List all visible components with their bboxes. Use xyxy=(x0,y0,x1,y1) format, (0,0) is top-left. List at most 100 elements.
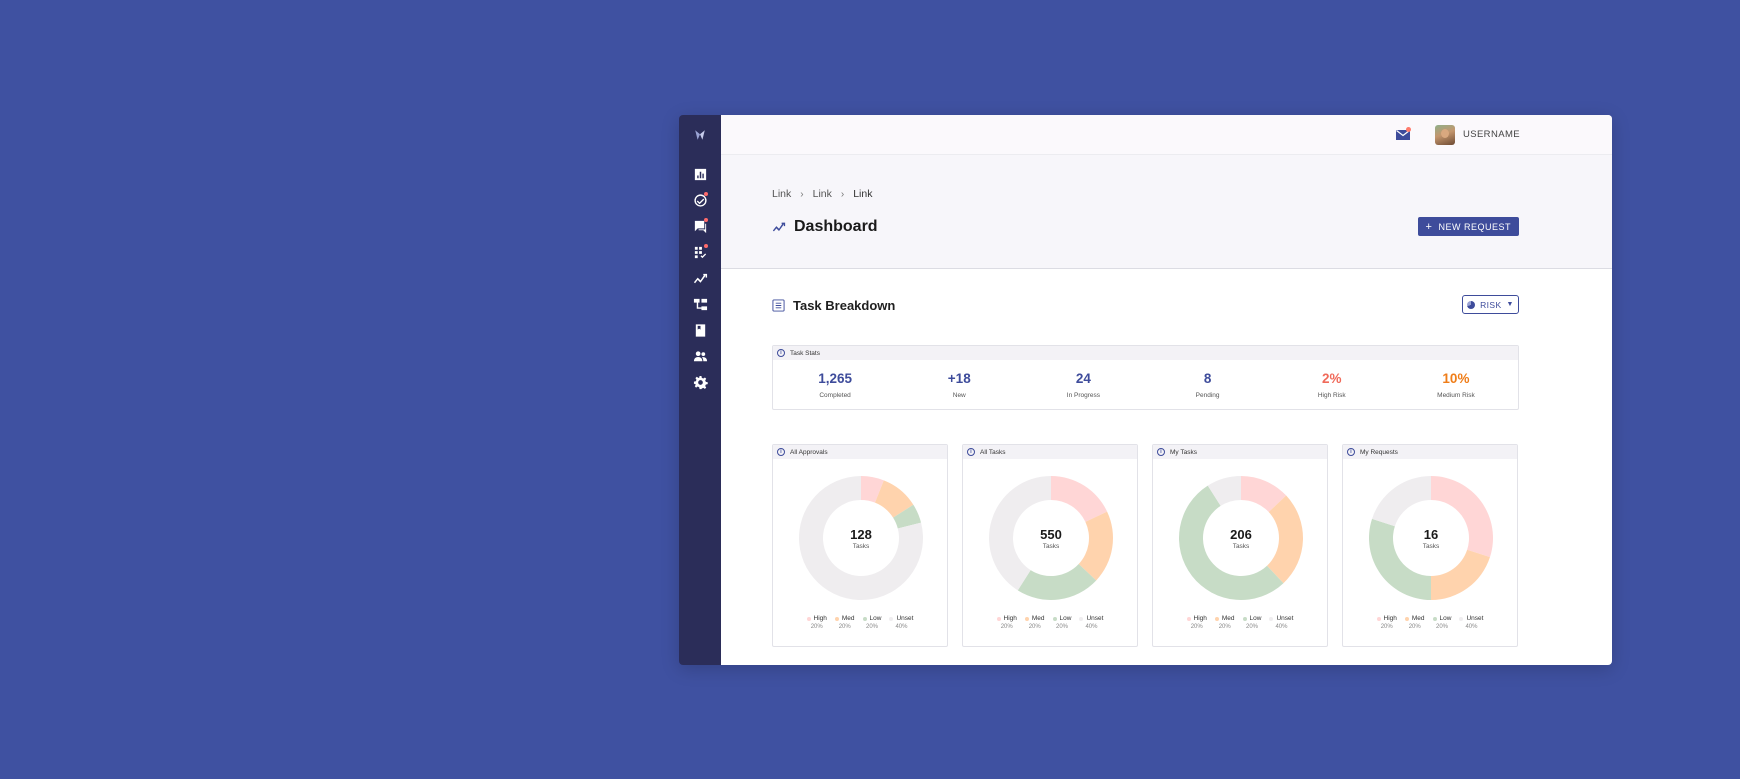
donut-slice-med[interactable] xyxy=(1078,511,1113,581)
info-icon[interactable]: i xyxy=(967,448,975,456)
legend-item: Low 20% xyxy=(862,615,881,630)
trend-icon xyxy=(693,273,707,283)
legend-percent: 20% xyxy=(1056,624,1069,630)
donut-card: i My Requests 16 Tasks High 20% Med 20% Low 20% Un… xyxy=(1342,444,1518,647)
legend-percent: 20% xyxy=(1028,624,1041,630)
logo-icon[interactable] xyxy=(690,125,710,145)
donut-slice-med[interactable] xyxy=(874,480,914,518)
legend-label: Med xyxy=(841,615,855,622)
stats-row: 1,265 Completed +18 New 24 In Progress 8 Pendin… xyxy=(773,360,1518,410)
sidebar-item-library[interactable] xyxy=(687,317,713,343)
breadcrumb-link-1[interactable]: Link xyxy=(772,188,792,200)
new-request-button[interactable]: + NEW REQUEST xyxy=(1417,217,1519,236)
username[interactable]: USERNAME xyxy=(1462,129,1520,140)
legend-item: Unset 40% xyxy=(889,615,913,630)
legend-dot xyxy=(996,616,1001,621)
donut-chart xyxy=(1369,476,1493,600)
sidebar xyxy=(679,115,721,665)
donut-slice-low[interactable] xyxy=(893,504,922,529)
stat-label: Medium Risk xyxy=(1437,392,1475,399)
info-icon[interactable]: i xyxy=(777,448,785,456)
sidebar-item-messages[interactable] xyxy=(687,213,713,239)
donut-center: 16 Tasks xyxy=(1368,475,1494,601)
donut-slice-high[interactable] xyxy=(1431,476,1493,558)
donut-card: i My Tasks 206 Tasks High 20% Med 20% Low 20% Unse… xyxy=(1152,444,1328,647)
legend-item: Unset 40% xyxy=(1459,615,1483,630)
sidebar-item-workflow[interactable] xyxy=(687,291,713,317)
legend-label: Unset xyxy=(896,615,914,622)
sidebar-item-settings[interactable] xyxy=(687,369,713,395)
donut-slice-low[interactable] xyxy=(1017,564,1097,600)
task-stats-card: i Task Stats 1,265 Completed +18 New 24 In Pr… xyxy=(772,345,1519,410)
avatar[interactable] xyxy=(1434,124,1455,145)
donut-slice-low[interactable] xyxy=(1369,518,1431,600)
donut-slice-high[interactable] xyxy=(1241,476,1287,512)
legend: High 20% Med 20% Low 20% Unset 40% xyxy=(1153,615,1327,630)
donut-slice-low[interactable] xyxy=(1179,485,1284,600)
stat-item: 2% High Risk xyxy=(1270,371,1394,399)
chat-icon xyxy=(694,220,706,233)
stat-value: 2% xyxy=(1322,371,1342,386)
legend-label: Med xyxy=(1411,615,1425,622)
breadcrumb-link-2[interactable]: Link xyxy=(812,188,832,200)
donut-chart xyxy=(989,476,1113,600)
content-area: Task Breakdown RISK ▼ i Task Stats 1,265… xyxy=(721,269,1612,665)
section-header: Task Breakdown xyxy=(772,298,895,313)
stat-item: 10% Medium Risk xyxy=(1394,371,1518,399)
donut-slice-unset[interactable] xyxy=(1207,476,1241,506)
legend-label: Med xyxy=(1221,615,1235,622)
legend-item: Unset 40% xyxy=(1079,615,1103,630)
donut-slice-unset[interactable] xyxy=(799,476,923,600)
stat-value: 24 xyxy=(1075,371,1091,386)
info-icon[interactable]: i xyxy=(1347,448,1355,456)
legend-item: High 20% xyxy=(996,615,1017,630)
legend-label: Low xyxy=(1249,615,1262,622)
donut-slice-high[interactable] xyxy=(861,476,884,503)
caret-down-icon: ▼ xyxy=(1506,301,1514,308)
legend-percent: 20% xyxy=(1408,624,1421,630)
donut-total: 16 xyxy=(1423,526,1439,542)
bar-chart-icon xyxy=(694,168,706,180)
info-icon[interactable]: i xyxy=(1157,448,1165,456)
stat-value: +18 xyxy=(947,371,971,386)
legend-dot xyxy=(1404,616,1409,621)
donut-slice-unset[interactable] xyxy=(989,476,1051,591)
info-icon[interactable]: i xyxy=(777,349,785,357)
stat-item: 24 In Progress xyxy=(1021,371,1145,399)
legend-dot xyxy=(1079,616,1084,621)
legend-label: High xyxy=(813,615,827,622)
people-icon xyxy=(693,350,707,361)
donut-slice-med[interactable] xyxy=(1267,495,1303,584)
sidebar-item-reports[interactable] xyxy=(687,161,713,187)
legend-percent: 20% xyxy=(1436,624,1449,630)
donut-slice-unset[interactable] xyxy=(1372,476,1431,527)
legend-item: Med 20% xyxy=(1214,615,1235,630)
sidebar-item-users[interactable] xyxy=(687,343,713,369)
risk-filter-label: RISK xyxy=(1480,299,1502,310)
breadcrumb-current[interactable]: Link xyxy=(853,188,873,200)
donut-slice-med[interactable] xyxy=(1431,549,1490,600)
legend-item: Low 20% xyxy=(1242,615,1262,630)
mail-button[interactable] xyxy=(1395,126,1411,143)
risk-filter-dropdown[interactable]: RISK ▼ xyxy=(1462,295,1519,314)
card-title: My Tasks xyxy=(1170,448,1197,456)
legend-item: Unset 40% xyxy=(1269,615,1293,630)
legend-percent: 20% xyxy=(810,624,823,630)
stat-label: New xyxy=(952,392,966,399)
sidebar-item-approvals[interactable] xyxy=(687,187,713,213)
legend-percent: 20% xyxy=(1190,624,1203,630)
card-header: i All Approvals xyxy=(773,445,947,459)
stat-item: 8 Pending xyxy=(1146,371,1270,399)
title-row: Dashboard xyxy=(772,218,878,236)
legend-item: Low 20% xyxy=(1432,615,1451,630)
legend-item: Med 20% xyxy=(1024,615,1045,630)
legend-item: Med 20% xyxy=(834,615,855,630)
sidebar-item-analytics[interactable] xyxy=(687,265,713,291)
legend-item: High 20% xyxy=(1376,615,1397,630)
sidebar-item-tasks[interactable] xyxy=(687,239,713,265)
card-title: Task Stats xyxy=(790,349,820,357)
breadcrumb: Link › Link › Link xyxy=(772,188,872,200)
stat-label: High Risk xyxy=(1317,392,1346,399)
card-header: i My Requests xyxy=(1343,445,1517,459)
donut-slice-high[interactable] xyxy=(1051,476,1108,522)
